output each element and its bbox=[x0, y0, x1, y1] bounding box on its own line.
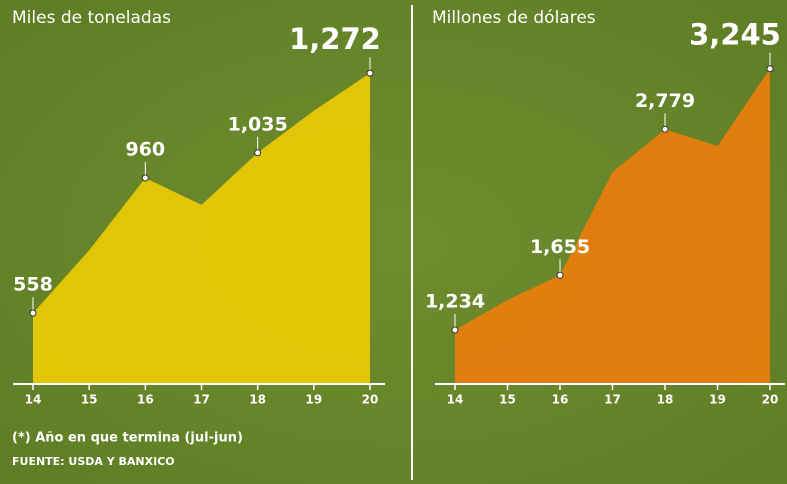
point bbox=[29, 309, 37, 317]
x-tick-label: 20 bbox=[762, 393, 779, 407]
data-label: 2,779 bbox=[635, 90, 695, 112]
panel-title: Millones de dólares bbox=[432, 8, 596, 28]
panel-title: Miles de toneladas bbox=[12, 8, 171, 28]
x-tick-label: 18 bbox=[657, 393, 674, 407]
area bbox=[455, 68, 770, 384]
x-tick-label: 14 bbox=[25, 393, 42, 407]
x-tick-label: 14 bbox=[447, 393, 464, 407]
x-tick-label: 16 bbox=[552, 393, 569, 407]
source: FUENTE: USDA Y BANXICO bbox=[12, 455, 175, 468]
x-tick-label: 19 bbox=[709, 393, 726, 407]
point bbox=[254, 149, 262, 157]
x-tick-label: 16 bbox=[137, 393, 154, 407]
data-label: 1,655 bbox=[530, 236, 590, 258]
data-label: 960 bbox=[125, 138, 165, 160]
point bbox=[366, 69, 374, 77]
area bbox=[33, 73, 370, 383]
x-tick-label: 19 bbox=[305, 393, 322, 407]
x-tick-label: 18 bbox=[249, 393, 266, 407]
data-label: 1,035 bbox=[228, 113, 288, 135]
data-label: 1,272 bbox=[289, 22, 381, 56]
point bbox=[451, 326, 459, 334]
footnote: (*) Año en que termina (jul-jun) bbox=[12, 431, 243, 446]
point bbox=[556, 271, 564, 279]
data-label: 558 bbox=[13, 274, 53, 296]
data-label: 3,245 bbox=[689, 18, 781, 52]
point bbox=[766, 65, 774, 73]
x-tick-label: 15 bbox=[499, 393, 516, 407]
data-label: 1,234 bbox=[425, 290, 485, 312]
x-tick-label: 17 bbox=[604, 393, 621, 407]
x-tick-label: 20 bbox=[362, 393, 379, 407]
point bbox=[661, 125, 669, 133]
point bbox=[141, 174, 149, 182]
x-tick-label: 17 bbox=[193, 393, 210, 407]
x-tick-label: 15 bbox=[81, 393, 98, 407]
